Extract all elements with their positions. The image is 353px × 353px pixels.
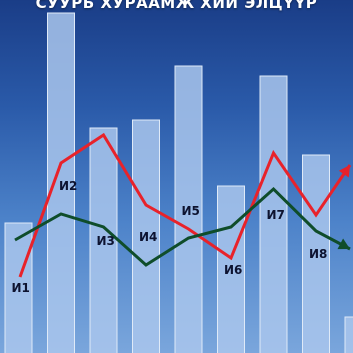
bar-label-И4: И4	[139, 230, 157, 244]
bar-label-И2: И2	[59, 179, 77, 193]
bar-labels-group: И1И2И3И4И5И6И7И8И9	[12, 179, 328, 295]
bar-И9	[344, 316, 353, 353]
bar-И2	[47, 12, 75, 353]
series-line-2	[14, 186, 351, 267]
bar-label-И7: И7	[267, 208, 285, 222]
series-line-1	[18, 132, 352, 278]
bar-И7	[259, 75, 288, 353]
bar-label-И1: И1	[12, 281, 30, 295]
lines-group	[14, 132, 352, 278]
bar-И8	[302, 154, 330, 353]
chart-title: СУУРЬ ХУРААМЖ ХИЙ ЭЛЦҮҮР	[35, 0, 318, 12]
bar-И5	[174, 65, 203, 353]
bar-И3	[89, 127, 118, 353]
bar-label-И6: И6	[224, 263, 242, 277]
bar-И6	[217, 185, 245, 353]
bars-group	[4, 12, 353, 353]
bar-label-И5: И5	[182, 204, 200, 218]
series-arrowhead-1	[338, 165, 350, 178]
bar-И4	[132, 119, 160, 353]
series-arrowhead-2	[337, 238, 350, 250]
bar-label-И3: И3	[97, 234, 115, 248]
bar-label-И8: И8	[309, 247, 327, 261]
bar-И1	[4, 222, 33, 353]
